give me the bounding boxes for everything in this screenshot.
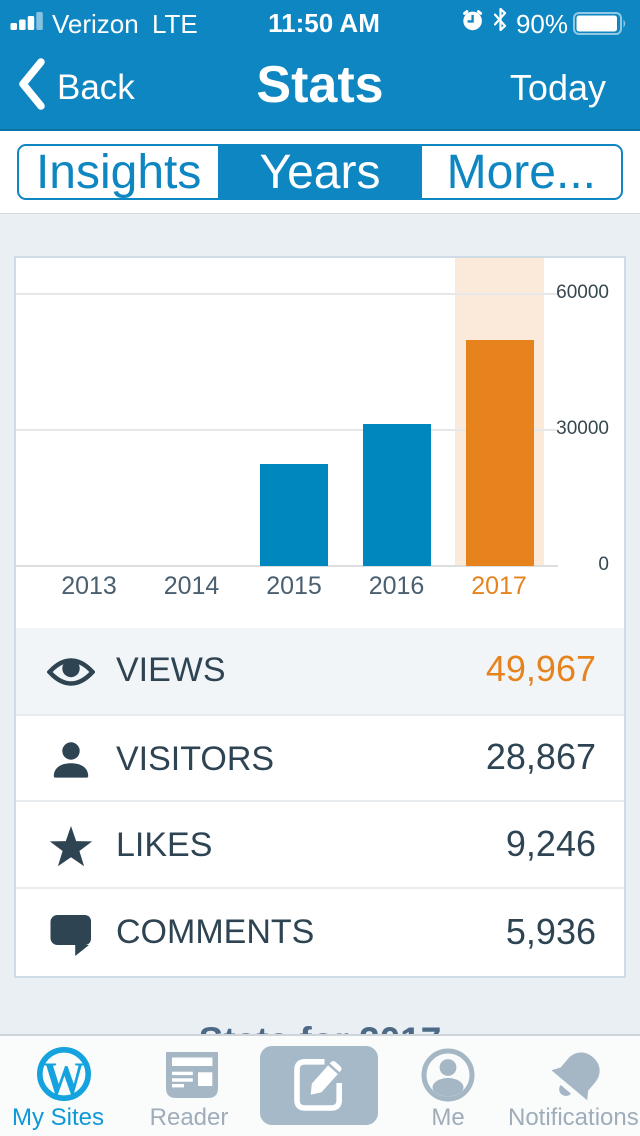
svg-text:W: W — [44, 1053, 85, 1101]
